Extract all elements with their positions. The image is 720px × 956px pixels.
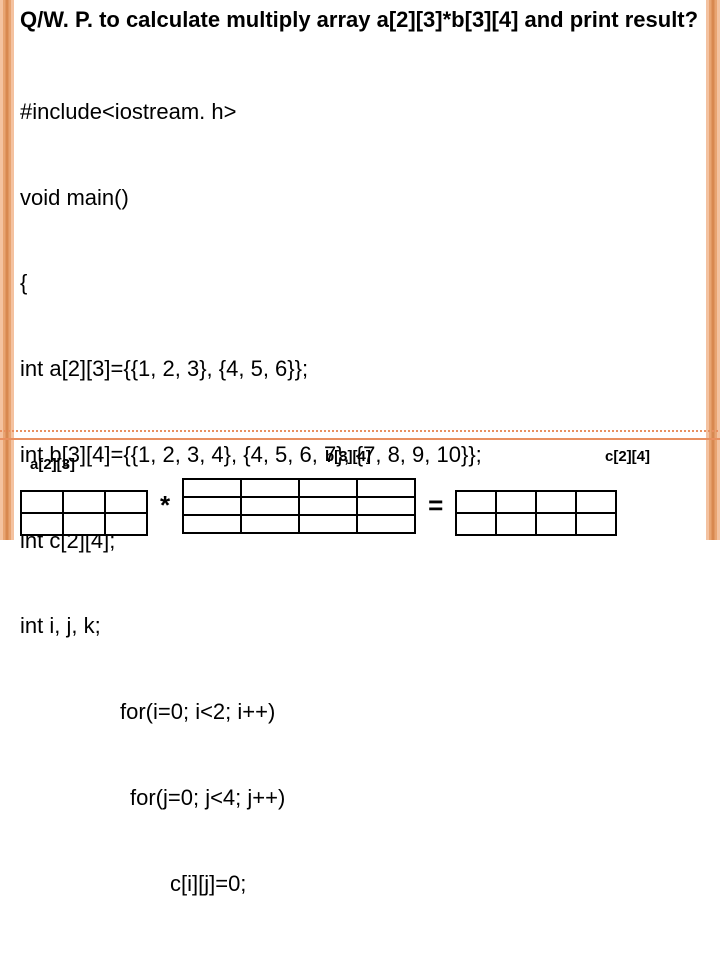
matrix-cell [183,497,241,515]
code-line: void main() [20,184,700,213]
matrix-cell [299,515,357,533]
equals-operator: = [420,490,451,521]
divider-solid [0,438,720,440]
code-line: c[i][j]=0; [20,870,246,899]
matrix-c [455,490,617,536]
code-line: int i, j, k; [20,612,700,641]
code-line: { [20,269,700,298]
matrix-cell [183,479,241,497]
matrix-cell [63,491,105,513]
matrix-cell [576,513,616,535]
matrix-c-label: c[2][4] [605,448,650,465]
slide-title: Q/W. P. to calculate multiply array a[2]… [20,6,700,35]
matrix-cell [63,513,105,535]
matrix-cell [536,491,576,513]
matrix-cell [299,479,357,497]
divider-dotted [0,430,720,432]
multiply-operator: * [152,490,178,521]
matrix-cell [576,491,616,513]
matrix-labels-row: b[3][4] c[2][4] [20,448,700,473]
matrix-cell [105,491,147,513]
matrix-cell [456,513,496,535]
code-line: int a[2][3]={{1, 2, 3}, {4, 5, 6}}; [20,355,700,384]
matrix-cell [21,513,63,535]
matrix-cell [496,491,536,513]
matrix-a-label: a[2][3] [30,456,75,473]
matrix-cell [536,513,576,535]
code-line: #include<iostream. h> [20,98,700,127]
matrix-cell [241,515,299,533]
code-line: for(j=0; j<4; j++) [20,784,285,813]
matrix-cell [357,479,415,497]
code-line: for(i=0; i<2; i++) [20,698,275,727]
matrix-equation: * = [20,476,700,536]
matrix-cell [456,491,496,513]
matrix-cell [105,513,147,535]
matrix-cell [299,497,357,515]
matrix-cell [183,515,241,533]
matrix-cell [241,497,299,515]
matrix-cell [357,497,415,515]
matrix-b [182,478,416,534]
matrix-cell [241,479,299,497]
matrix-b-label: b[3][4] [325,448,371,465]
matrix-a [20,490,148,536]
matrix-cell [21,491,63,513]
matrix-cell [357,515,415,533]
matrix-cell [496,513,536,535]
